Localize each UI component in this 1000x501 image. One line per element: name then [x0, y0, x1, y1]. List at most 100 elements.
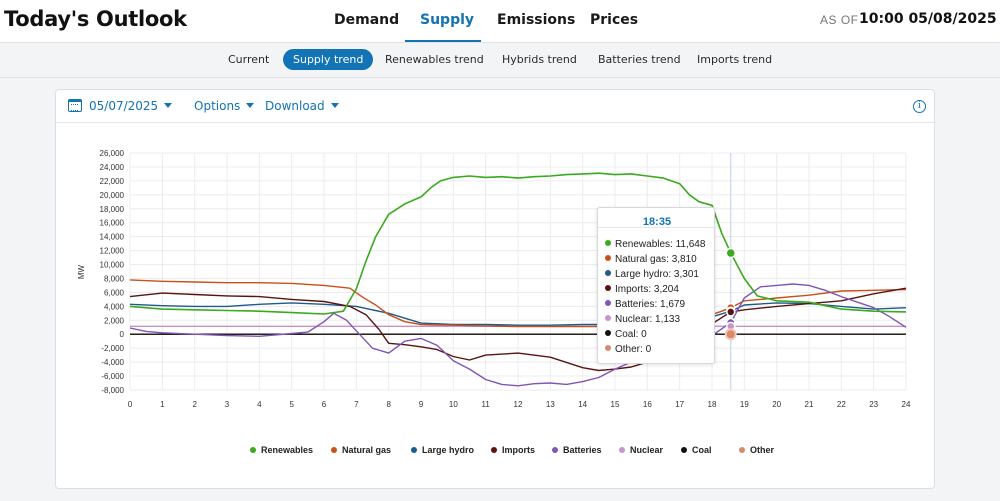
legend-item-imports[interactable]: Imports [491, 445, 535, 455]
legend-label: Imports [502, 445, 536, 455]
x-tick-label: 8 [386, 400, 391, 409]
subtab-renewables-trend[interactable]: Renewables trend [385, 53, 484, 66]
subtab-current[interactable]: Current [228, 53, 270, 66]
x-tick-label: 18 [708, 400, 717, 409]
y-tick-label: 8,000 [104, 274, 125, 283]
chart-panel: 05/07/2025 Options Download i [55, 89, 935, 489]
subtab-bar: Current Supply trend Renewables trend Hy… [0, 42, 1000, 78]
tooltip-divider [598, 227, 716, 228]
y-tick-label: 14,000 [100, 233, 125, 242]
top-header: Today's Outlook Demand Supply Emissions … [0, 0, 1000, 42]
options-dropdown[interactable]: Options [194, 99, 255, 113]
legend-label: Natural gas [342, 445, 392, 455]
tab-prices[interactable]: Prices [590, 12, 639, 28]
chart-tooltip: 18:35 Renewables: 11,648 Natural gas: 3,8… [597, 207, 716, 364]
x-tick-label: 10 [449, 400, 458, 409]
y-tick-label: 22,000 [100, 177, 125, 186]
y-tick-label: 16,000 [100, 219, 125, 228]
x-tick-label: 22 [837, 400, 846, 409]
tooltip-row: Other: 0 [605, 344, 651, 355]
x-tick-label: 15 [611, 400, 620, 409]
tooltip-row-label: Batteries: 1,679 [615, 299, 686, 310]
y-axis-label: MW [77, 264, 86, 279]
legend-dot [605, 270, 611, 276]
legend-label: Large hydro [422, 445, 475, 455]
legend-dot [552, 447, 558, 453]
y-tick-label: 12,000 [100, 247, 125, 256]
x-tick-label: 13 [546, 400, 555, 409]
tooltip-row: Renewables: 11,648 [605, 239, 705, 250]
legend-dot [605, 300, 611, 306]
date-picker-value: 05/07/2025 [89, 99, 159, 113]
y-tick-label: 20,000 [100, 191, 125, 200]
legend-dot [491, 447, 497, 453]
tooltip-row: Imports: 3,204 [605, 284, 679, 295]
chevron-down-icon [246, 103, 255, 108]
legend-item-other[interactable]: Other [739, 445, 774, 455]
legend-dot [331, 447, 337, 453]
y-tick-label: 0 [120, 330, 125, 339]
chevron-down-icon [330, 103, 339, 108]
y-tick-label: 2,000 [104, 316, 125, 325]
legend-item-batteries[interactable]: Batteries [552, 445, 602, 455]
subtab-supply-trend[interactable]: Supply trend [283, 49, 374, 70]
x-tick-label: 12 [514, 400, 523, 409]
download-dropdown[interactable]: Download [265, 99, 339, 113]
y-tick-label: 4,000 [104, 302, 125, 311]
tab-emissions[interactable]: Emissions [497, 12, 576, 28]
tooltip-row: Large hydro: 3,301 [605, 269, 699, 280]
x-tick-label: 24 [902, 400, 911, 409]
legend-item-renewables[interactable]: Renewables [250, 445, 313, 455]
x-tick-label: 19 [740, 400, 749, 409]
info-icon[interactable]: i [913, 100, 926, 113]
page-title: Today's Outlook [4, 7, 187, 31]
legend-dot [739, 447, 745, 453]
legend-item-large-hydro[interactable]: Large hydro [411, 445, 474, 455]
date-picker[interactable]: 05/07/2025 [89, 99, 173, 113]
x-tick-label: 0 [128, 400, 133, 409]
x-tick-label: 9 [419, 400, 424, 409]
tooltip-row-label: Other: 0 [615, 344, 652, 355]
active-tab-indicator [405, 40, 481, 42]
cursor-marker [726, 307, 736, 317]
cursor-marker [725, 247, 737, 259]
tab-supply[interactable]: Supply [420, 12, 475, 28]
y-tick-label: 24,000 [100, 163, 125, 172]
legend-item-nuclear[interactable]: Nuclear [619, 445, 663, 455]
legend-label: Batteries [563, 445, 602, 455]
legend-dot [605, 330, 611, 336]
subtab-hybrids-trend[interactable]: Hybrids trend [502, 53, 577, 66]
y-tick-label: 18,000 [100, 205, 125, 214]
legend-label: Coal [692, 445, 712, 455]
calendar-icon[interactable] [68, 99, 82, 112]
tooltip-row: Natural gas: 3,810 [605, 254, 697, 265]
y-tick-label: -6,000 [101, 372, 124, 381]
legend-dot [250, 447, 256, 453]
subtab-batteries-trend[interactable]: Batteries trend [598, 53, 681, 66]
as-of-timestamp: 10:00 05/08/2025 [859, 11, 997, 27]
cursor-marker [724, 328, 737, 341]
y-tick-label: -4,000 [101, 358, 124, 367]
tooltip-row-label: Large hydro: 3,301 [615, 269, 699, 280]
legend-label: Nuclear [630, 445, 664, 455]
tooltip-row: Batteries: 1,679 [605, 299, 685, 310]
x-tick-label: 7 [354, 400, 359, 409]
legend-dot [411, 447, 417, 453]
y-tick-label: 6,000 [104, 288, 125, 297]
download-label: Download [265, 99, 325, 113]
y-tick-label: -2,000 [101, 344, 124, 353]
tab-demand[interactable]: Demand [334, 12, 400, 28]
legend-item-coal[interactable]: Coal [681, 445, 712, 455]
x-tick-label: 6 [322, 400, 327, 409]
legend-dot [605, 285, 611, 291]
x-tick-label: 4 [257, 400, 262, 409]
tooltip-row: Nuclear: 1,133 [605, 314, 680, 325]
subtab-imports-trend[interactable]: Imports trend [697, 53, 773, 66]
legend-item-natural-gas[interactable]: Natural gas [331, 445, 391, 455]
legend-dot [619, 447, 625, 453]
legend-dot [681, 447, 687, 453]
x-tick-label: 2 [192, 400, 197, 409]
legend-label: Renewables [261, 445, 314, 455]
legend-label: Other [750, 445, 775, 455]
